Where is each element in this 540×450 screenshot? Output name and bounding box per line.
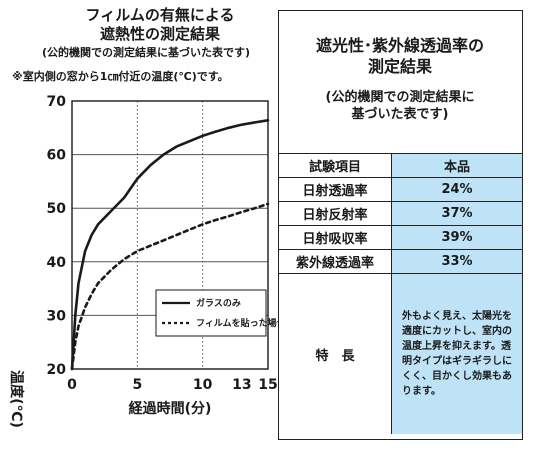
feature-item-cell: 特 長 — [279, 273, 392, 434]
feature-text-cell: 外もよく見え、太陽光を適度にカットし、室内の温度上昇を抑えます。透明タイプはギラ… — [391, 273, 522, 434]
results-subtitle-line1: (公的機関での測定結果に — [325, 90, 475, 105]
y-tick-label: 30 — [47, 308, 67, 324]
row-value-cell: 33% — [391, 249, 522, 274]
legend-box — [155, 289, 267, 337]
results-subtitle: (公的機関での測定結果に 基づいた表です) — [279, 89, 521, 123]
chart-ticks: 20 30 40 50 60 70 0 5 10 13 15 — [47, 94, 278, 393]
results-table: 試験項目 本品 日射透過率 24% 日射反射率 37% 日射吸収率 39% 紫外… — [279, 153, 522, 434]
chart-title-line2: 遮熱性の測定結果 — [99, 25, 220, 43]
x-axis-label: 経過時間(分) — [129, 400, 212, 417]
y-tick-label: 20 — [47, 362, 67, 378]
row-value-cell: 39% — [391, 225, 522, 250]
x-tick-label: 10 — [193, 377, 213, 393]
results-title-line1: 遮光性･紫外線透過率の — [315, 36, 484, 55]
row-value-cell: 24% — [391, 177, 522, 202]
header-item-cell: 試験項目 — [279, 153, 392, 178]
y-tick-label: 40 — [47, 255, 67, 271]
glass-series-line — [70, 119, 270, 371]
y-tick-label: 70 — [47, 94, 67, 110]
feature-row: 特 長 外もよく見え、太陽光を適度にカットし、室内の温度上昇を抑えます。透明タイ… — [279, 273, 522, 434]
y-axis-label: 温度(℃) — [8, 370, 25, 428]
row-item-cell: 日射透過率 — [279, 177, 392, 202]
legend-label: ガラスのみ — [196, 297, 241, 309]
row-item-cell: 日射反射率 — [279, 201, 392, 226]
row-value-cell: 37% — [391, 201, 522, 226]
results-subtitle-line2: 基づいた表です) — [351, 107, 449, 122]
table-header-row: 試験項目 本品 — [279, 153, 522, 178]
row-item-cell: 紫外線透過率 — [279, 249, 392, 274]
results-heading: 遮光性･紫外線透過率の 測定結果 (公的機関での測定結果に 基づいた表です) — [279, 11, 521, 153]
legend-label: フィルムを貼った場合 — [196, 317, 280, 329]
chart-subtitle: (公的機関での測定結果に基づいた表です) — [41, 46, 251, 59]
header-value-cell: 本品 — [391, 153, 522, 178]
y-tick-label: 60 — [47, 148, 67, 164]
x-tick-label: 5 — [132, 377, 142, 393]
table-row: 日射透過率 24% — [279, 177, 522, 202]
film-series-line — [70, 202, 270, 371]
x-tick-label: 0 — [67, 377, 77, 393]
table-row: 日射吸収率 39% — [279, 225, 522, 250]
results-title: 遮光性･紫外線透過率の 測定結果 — [279, 35, 521, 77]
x-tick-label: 15 — [258, 377, 277, 393]
chart-title-line1: フィルムの有無による — [85, 6, 235, 24]
chart-note: ※室内側の窓から1㎝付近の温度(℃)です。 — [12, 70, 229, 83]
results-panel: 遮光性･紫外線透過率の 測定結果 (公的機関での測定結果に 基づいた表です) 試… — [278, 10, 523, 440]
y-tick-label: 50 — [47, 201, 67, 217]
plot-frame — [71, 100, 269, 370]
chart-series — [70, 119, 270, 371]
table-row: 紫外線透過率 33% — [279, 249, 522, 274]
table-row: 日射反射率 37% — [279, 201, 522, 226]
chart-title: フィルムの有無による 遮熱性の測定結果 — [40, 6, 280, 44]
row-item-cell: 日射吸収率 — [279, 225, 392, 250]
results-title-line2: 測定結果 — [367, 57, 432, 76]
x-tick-label: 13 — [232, 377, 251, 393]
